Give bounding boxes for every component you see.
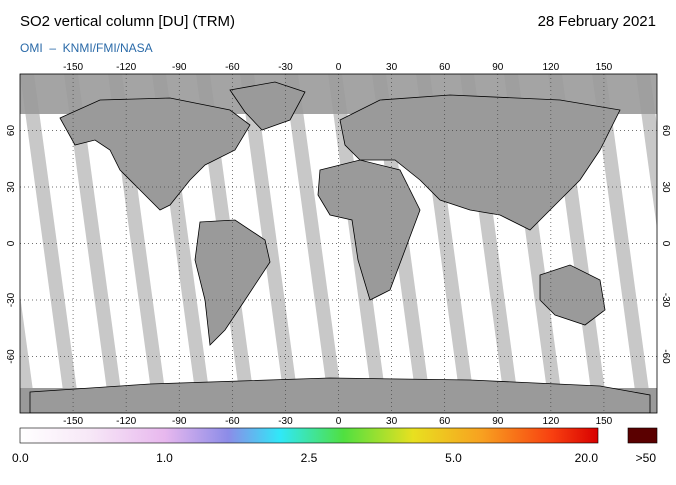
lat-label-right: -30 [660, 293, 671, 308]
lon-label-top: 90 [492, 62, 504, 73]
lon-label-bottom: 60 [439, 416, 451, 427]
lon-label-bottom: 0 [336, 416, 342, 427]
lon-label-top: 30 [386, 62, 398, 73]
lon-label-top: -150 [63, 62, 83, 73]
lon-label-top: -30 [278, 62, 293, 73]
lon-label-top: 0 [336, 62, 342, 73]
graticule [20, 74, 657, 413]
lon-label-top: 120 [542, 62, 559, 73]
lon-label-bottom: 30 [386, 416, 398, 427]
colorbar-label: 5.0 [445, 451, 462, 465]
lon-label-top: 150 [596, 62, 613, 73]
swath [20, 74, 80, 413]
swath [240, 74, 300, 413]
lat-label-left: 30 [6, 181, 17, 193]
lon-label-top: 60 [439, 62, 451, 73]
lat-label-left: -60 [6, 349, 17, 364]
lon-label-bottom: -90 [172, 416, 187, 427]
colorbar-label: 0.0 [12, 451, 29, 465]
lon-label-bottom: 120 [542, 416, 559, 427]
map [20, 74, 657, 413]
colorbar-label: 2.5 [301, 451, 318, 465]
lat-label-left: 0 [6, 240, 17, 246]
lon-label-bottom: -120 [116, 416, 136, 427]
lat-label-right: 30 [660, 181, 671, 193]
lat-label-right: 60 [660, 125, 671, 137]
lon-label-bottom: -60 [225, 416, 240, 427]
lon-label-bottom: -30 [278, 416, 293, 427]
lat-label-right: 0 [660, 241, 671, 247]
lat-label-right: -60 [660, 349, 671, 364]
colorbar [19, 427, 599, 444]
swath [64, 74, 124, 413]
map-frame [19, 73, 658, 414]
lon-label-bottom: 150 [596, 416, 613, 427]
swath [284, 74, 344, 413]
lat-label-left: -30 [6, 292, 17, 307]
colorbar-label: 20.0 [575, 451, 599, 465]
lon-label-top: -120 [116, 62, 136, 73]
swath [20, 295, 36, 413]
lat-label-left: 60 [6, 125, 17, 137]
lon-label-top: -60 [225, 62, 240, 73]
lon-label-bottom: 90 [492, 416, 504, 427]
swath [592, 74, 652, 413]
lon-label-top: -90 [172, 62, 187, 73]
colorbar-label: 1.0 [156, 451, 173, 465]
source: OMI – KNMI/FMI/NASA [20, 41, 153, 55]
date: 28 February 2021 [538, 13, 656, 30]
lon-label-bottom: -150 [63, 416, 83, 427]
title: SO2 vertical column [DU] (TRM) [20, 13, 235, 30]
overflow-label: >50 [636, 451, 657, 465]
colorbar-overflow [627, 427, 658, 444]
